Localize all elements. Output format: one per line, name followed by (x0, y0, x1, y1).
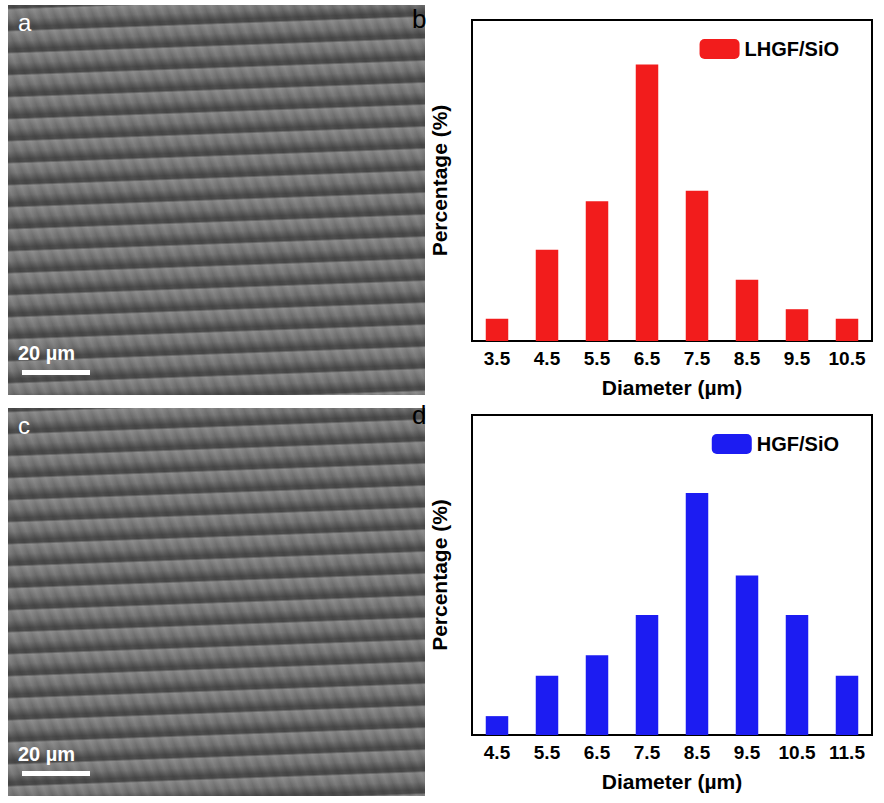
svg-text:10.5: 10.5 (779, 742, 816, 763)
svg-text:7.5: 7.5 (634, 742, 661, 763)
html-text:20 µm: 20 µm (18, 342, 76, 364)
svg-text:7.5: 7.5 (684, 348, 711, 369)
svg-text:Percentage (%): Percentage (%) (428, 105, 451, 257)
svg-text:8.5: 8.5 (684, 742, 711, 763)
html-text:a: a (18, 9, 32, 36)
svg-text:11.5: 11.5 (829, 742, 865, 763)
svg-text:3.5: 3.5 (484, 348, 511, 369)
svg-text:Diameter (µm): Diameter (µm) (602, 376, 742, 399)
svg-text:10.5: 10.5 (829, 348, 866, 369)
html-text:c: c (18, 412, 30, 439)
svg-text:5.5: 5.5 (584, 348, 611, 369)
svg-text:HGF/SiO: HGF/SiO (757, 433, 839, 455)
svg-text:6.5: 6.5 (634, 348, 661, 369)
html-text:d: d (412, 400, 427, 430)
svg-text:4.5: 4.5 (534, 348, 561, 369)
svg-text:4.5: 4.5 (484, 742, 511, 763)
svg-text:Diameter (µm): Diameter (µm) (602, 770, 742, 793)
svg-text:9.5: 9.5 (784, 348, 811, 369)
svg-text:6.5: 6.5 (584, 742, 611, 763)
svg-text:LHGF/SiO: LHGF/SiO (745, 38, 839, 60)
html-text:b: b (412, 4, 427, 34)
svg-text:8.5: 8.5 (734, 348, 761, 369)
svg-text:5.5: 5.5 (534, 742, 561, 763)
html-text:20 µm: 20 µm (18, 743, 76, 765)
svg-text:9.5: 9.5 (734, 742, 761, 763)
svg-text:Percentage (%): Percentage (%) (428, 499, 451, 651)
